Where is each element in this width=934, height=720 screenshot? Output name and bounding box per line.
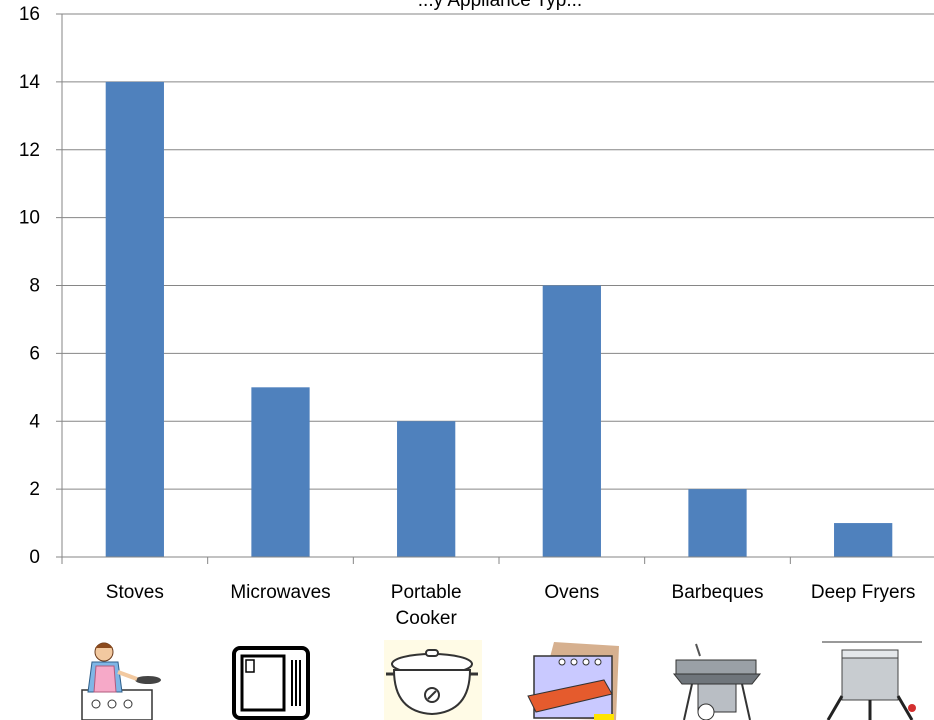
- x-tick-label: Microwaves: [230, 582, 330, 603]
- x-tick-label: Portable Cooker: [391, 582, 462, 629]
- x-tick-label: Barbeques: [672, 582, 764, 603]
- y-tick-label: 16: [19, 4, 40, 25]
- bar-portable-cooker: [397, 421, 456, 557]
- oven-icon: [527, 642, 619, 720]
- barbeque-grill-icon: [672, 643, 762, 720]
- category-icons: [81, 640, 922, 720]
- y-axis-ticks: 0 2 4 6 8 10 12 14 16: [19, 4, 62, 568]
- x-axis-labels: Stoves Microwaves Portable Cooker Ovens Barbe…: [106, 582, 916, 629]
- bars: [105, 81, 893, 557]
- y-tick-label: 8: [29, 276, 40, 297]
- chart-title: ...y Appliance Typ...: [418, 0, 582, 11]
- bar-barbeques: [688, 489, 747, 557]
- y-tick-label: 12: [19, 140, 40, 161]
- bar-microwaves: [251, 387, 310, 557]
- y-tick-label: 0: [29, 547, 40, 568]
- x-tick-label: Deep Fryers: [811, 582, 916, 603]
- y-tick-label: 4: [29, 411, 40, 432]
- microwave-icon: [232, 646, 310, 720]
- x-tick-label: Stoves: [106, 582, 164, 603]
- bar-ovens: [542, 285, 601, 557]
- bar-stoves: [105, 81, 164, 557]
- x-tick-label: Ovens: [544, 582, 599, 603]
- axes: [61, 14, 934, 564]
- y-tick-label: 14: [19, 72, 41, 93]
- y-tick-label: 6: [29, 343, 40, 364]
- y-tick-label: 10: [19, 208, 40, 229]
- bar-deep-fryers: [834, 523, 893, 557]
- gridlines: [62, 13, 934, 490]
- slow-cooker-icon: [384, 640, 482, 720]
- cook-at-stove-icon: [81, 642, 161, 720]
- y-tick-label: 2: [29, 479, 40, 500]
- deep-fryer-icon: [822, 641, 922, 720]
